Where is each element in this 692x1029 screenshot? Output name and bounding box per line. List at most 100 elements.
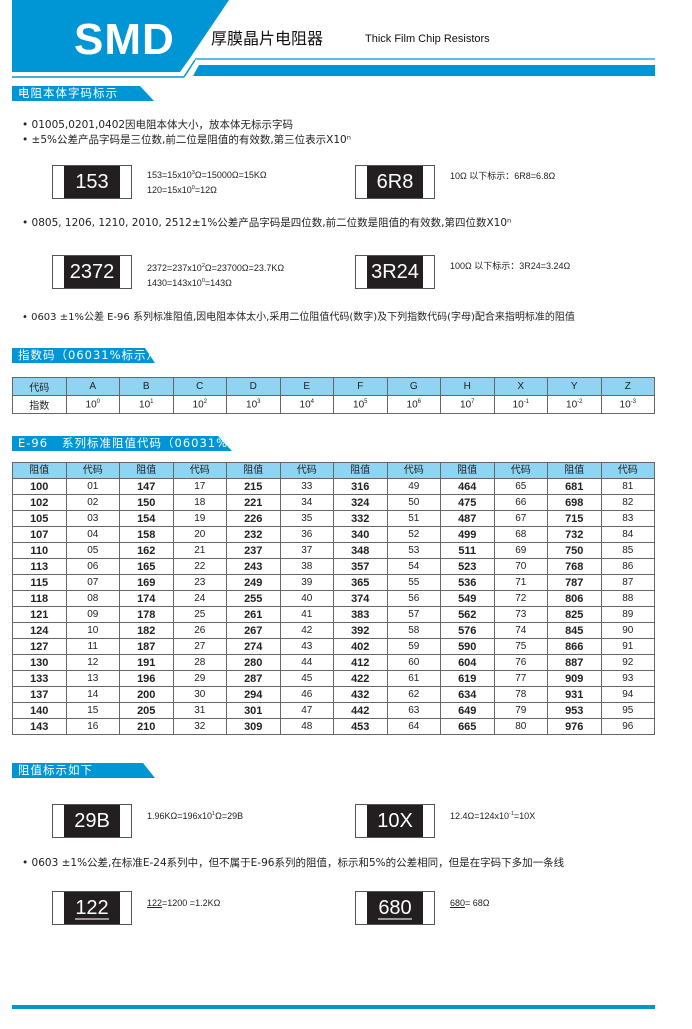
resistance-code: 78 — [493, 686, 548, 703]
table-row: 100 01 147 17 215 33 316 49 464 65 681 81 — [12, 478, 655, 495]
resistance-code: 46 — [279, 686, 334, 703]
resistance-code: 90 — [600, 622, 655, 639]
resistance-code: 52 — [386, 526, 441, 543]
resistance-value: 806 — [547, 590, 602, 607]
resistance-code: 13 — [65, 670, 120, 687]
row-label: 代码 — [12, 377, 67, 396]
resistance-code: 17 — [172, 478, 227, 495]
resistance-value: 464 — [440, 478, 495, 495]
resistance-value: 255 — [226, 590, 281, 607]
resistance-code: 24 — [172, 590, 227, 607]
table-row: 115 07 169 23 249 39 365 55 536 71 787 87 — [12, 574, 655, 591]
resistance-code: 10 — [65, 622, 120, 639]
resistance-value: 274 — [226, 638, 281, 655]
exponent-code: G — [386, 377, 441, 396]
resistance-code: 07 — [65, 574, 120, 591]
resistance-code: 92 — [600, 654, 655, 671]
resistance-code: 82 — [600, 494, 655, 511]
resistance-value: 681 — [547, 478, 602, 495]
resistance-code: 20 — [172, 526, 227, 543]
resistance-code: 89 — [600, 606, 655, 623]
resistance-value: 953 — [547, 702, 602, 719]
resistance-code: 81 — [600, 478, 655, 495]
table-row: 143 16 210 32 309 48 453 64 665 80 976 96 — [12, 718, 655, 735]
resistance-value: 665 — [440, 718, 495, 735]
bullet-text: • 0603 ±1%公差 E-96 系列标准阻值,因电阻本体太小,采用二位阻值代… — [22, 312, 575, 323]
resistance-code: 34 — [279, 494, 334, 511]
resistance-code: 37 — [279, 542, 334, 559]
resistance-value: 453 — [333, 718, 388, 735]
resistance-code: 56 — [386, 590, 441, 607]
resistance-value: 294 — [226, 686, 281, 703]
resistance-value: 604 — [440, 654, 495, 671]
resistance-value: 100 — [12, 478, 67, 495]
resistance-code: 16 — [65, 718, 120, 735]
chip-resistor-153: 153 — [52, 165, 132, 199]
column-header: 代码 — [386, 462, 441, 479]
resistance-code: 22 — [172, 558, 227, 575]
resistance-code: 54 — [386, 558, 441, 575]
resistance-value: 178 — [119, 606, 174, 623]
resistance-code: 27 — [172, 638, 227, 655]
resistance-code: 79 — [493, 702, 548, 719]
resistance-value: 147 — [119, 478, 174, 495]
table-row: 137 14 200 30 294 46 432 62 634 78 931 94 — [12, 686, 655, 703]
exponent-value: 10-3 — [600, 395, 655, 414]
resistance-code: 48 — [279, 718, 334, 735]
chip-resistor-122: 122 — [52, 891, 132, 925]
resistance-code: 41 — [279, 606, 334, 623]
resistance-value: 511 — [440, 542, 495, 559]
exponent-value: 104 — [279, 395, 334, 414]
column-header: 代码 — [172, 462, 227, 479]
resistance-code: 49 — [386, 478, 441, 495]
header-banner — [12, 0, 655, 78]
resistance-value: 340 — [333, 526, 388, 543]
resistance-code: 60 — [386, 654, 441, 671]
exponent-code: H — [440, 377, 495, 396]
column-header: 代码 — [279, 462, 334, 479]
section-title-marking: 电阻本体字码标示 — [12, 86, 154, 101]
resistance-value: 309 — [226, 718, 281, 735]
resistance-value: 301 — [226, 702, 281, 719]
resistance-value: 118 — [12, 590, 67, 607]
resistance-value: 825 — [547, 606, 602, 623]
resistance-value: 221 — [226, 494, 281, 511]
resistance-code: 72 — [493, 590, 548, 607]
resistance-code: 80 — [493, 718, 548, 735]
column-header: 阻值 — [226, 462, 281, 479]
resistance-value: 113 — [12, 558, 67, 575]
resistance-value: 422 — [333, 670, 388, 687]
resistance-value: 237 — [226, 542, 281, 559]
resistance-value: 549 — [440, 590, 495, 607]
resistance-code: 15 — [65, 702, 120, 719]
table-row: 133 13 196 29 287 45 422 61 619 77 909 93 — [12, 670, 655, 687]
exponent-code: Y — [547, 377, 602, 396]
table-row: 113 06 165 22 243 38 357 54 523 70 768 86 — [12, 558, 655, 575]
section-title-exponent-code: 指数码（06031%标示） — [12, 348, 159, 363]
resistance-value: 442 — [333, 702, 388, 719]
resistance-code: 53 — [386, 542, 441, 559]
resistance-value: 316 — [333, 478, 388, 495]
resistance-code: 04 — [65, 526, 120, 543]
title-cn: 厚膜晶片电阻器 — [211, 29, 324, 48]
resistance-value: 499 — [440, 526, 495, 543]
exponent-code: A — [65, 377, 120, 396]
resistance-value: 249 — [226, 574, 281, 591]
resistance-code: 62 — [386, 686, 441, 703]
resistance-code: 14 — [65, 686, 120, 703]
bullet-text: • 0603 ±1%公差,在标准E-24系列中，但不属于E-96系列的阻值，标示… — [22, 857, 565, 869]
resistance-value: 215 — [226, 478, 281, 495]
resistance-value: 150 — [119, 494, 174, 511]
resistance-code: 44 — [279, 654, 334, 671]
resistance-value: 698 — [547, 494, 602, 511]
exponent-value: 10-2 — [547, 395, 602, 414]
resistance-code: 32 — [172, 718, 227, 735]
resistance-value: 110 — [12, 542, 67, 559]
resistance-code: 94 — [600, 686, 655, 703]
exponent-value: 106 — [386, 395, 441, 414]
resistance-code: 33 — [279, 478, 334, 495]
resistance-code: 68 — [493, 526, 548, 543]
exponent-code-table: 代码 A B C D E F G H X Y Z 指数 100 101 102 103 104 105 106 107… — [12, 377, 655, 414]
resistance-value: 324 — [333, 494, 388, 511]
